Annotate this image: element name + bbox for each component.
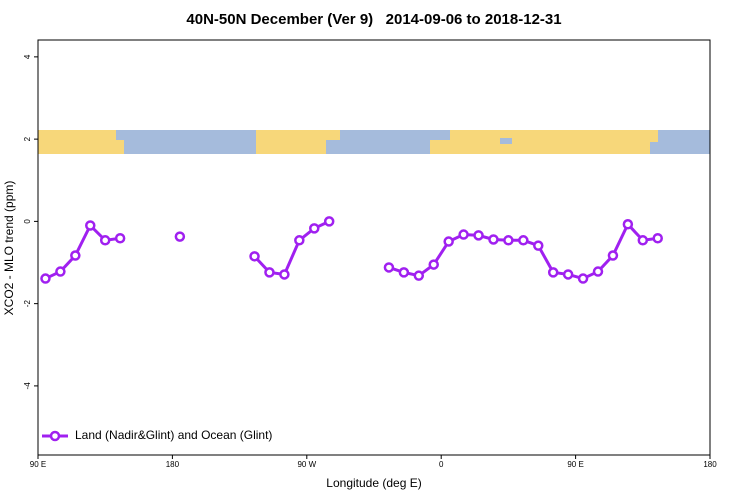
plot-frame [37,39,711,456]
data-point [652,232,663,244]
data-point [249,251,260,262]
data-point [279,269,290,280]
data-point [40,273,51,284]
data-point [473,230,484,241]
data-point [294,235,305,246]
data-point [518,235,529,246]
data-point [503,235,514,246]
x-axis-label: Longitude (deg E) [326,476,421,490]
y-tick-label: 0 [23,219,32,224]
x-tick-label: 90 E [30,460,46,469]
x-tick-label: 180 [703,460,717,469]
y-tick-label: -2 [23,300,32,308]
data-point [383,262,395,273]
data-point [55,266,66,277]
y-tick-label: 2 [23,136,32,141]
y-tick-label: 4 [23,54,32,59]
x-tick-label: 90 E [567,460,583,469]
x-tick-label: 0 [439,460,444,469]
chart-title: 40N-50N December (Ver 9) 2014-09-06 to 2… [186,11,561,28]
data-point [309,223,320,234]
data-point [592,266,604,277]
data-point [174,231,186,242]
data-point [428,259,439,270]
data-point [398,267,410,278]
data-point [622,219,634,230]
legend-label: Land (Nadir&Glint) and Ocean (Glint) [75,428,272,442]
data-point [323,216,335,227]
data-point [577,273,589,284]
data-point [488,234,499,245]
data-point [99,235,111,246]
y-axis-label: XCO2 - MLO trend (ppm) [2,181,16,316]
y-tick-label: -4 [23,382,32,390]
data-point [264,267,275,278]
data-point [637,235,649,246]
data-point [533,240,544,251]
data-point [114,232,126,244]
x-tick-label: 180 [166,460,180,469]
data-point [85,220,96,231]
series-line [388,221,658,281]
x-tick-label: 90 W [297,460,316,469]
legend-marker [49,430,61,442]
data-point [443,236,454,247]
data-point [70,250,81,261]
data-point [547,267,559,278]
data-point [562,269,574,280]
map-band [38,130,710,154]
data-point [458,229,469,240]
data-point [607,250,619,261]
data-point [413,270,425,281]
